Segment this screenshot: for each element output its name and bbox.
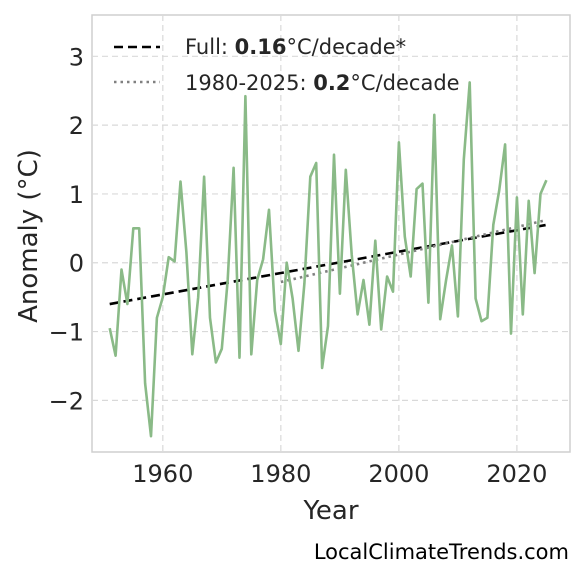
y-tick-label: 2	[69, 112, 84, 140]
y-tick-label: 1	[69, 181, 84, 209]
y-tick-label: −1	[49, 319, 84, 347]
legend-entry-recent: 1980-2025: 0.2°C/decade	[185, 71, 460, 95]
legend-recent-prefix: 1980-2025:	[185, 71, 313, 95]
credit-text: LocalClimateTrends.com	[313, 540, 569, 564]
y-axis-label: Anomaly (°C)	[14, 149, 44, 323]
y-tick-label: −2	[49, 387, 84, 415]
x-tick-labels: 1960 1980 2000 2020	[132, 460, 547, 488]
x-tick-label: 2000	[368, 460, 429, 488]
legend-recent-suffix: °C/decade	[350, 71, 459, 95]
x-tick-label: 1980	[250, 460, 311, 488]
y-tick-label: 0	[69, 250, 84, 278]
legend-full-suffix: °C/decade*	[287, 35, 407, 59]
x-tick-label: 1960	[132, 460, 193, 488]
legend-full-prefix: Full:	[185, 35, 235, 59]
anomaly-line	[108, 81, 548, 438]
x-axis-label: Year	[302, 496, 358, 526]
x-tick-label: 2020	[486, 460, 547, 488]
y-tick-label: 3	[69, 43, 84, 71]
grid	[92, 15, 570, 452]
legend: Full: 0.16°C/decade* 1980-2025: 0.2°C/de…	[114, 35, 460, 95]
y-tick-labels: 3 2 1 0 −1 −2	[49, 43, 84, 415]
legend-entry-full: Full: 0.16°C/decade*	[185, 35, 406, 59]
legend-full-value: 0.16	[235, 35, 287, 59]
legend-recent-value: 0.2	[313, 71, 350, 95]
series-lines	[108, 81, 548, 438]
